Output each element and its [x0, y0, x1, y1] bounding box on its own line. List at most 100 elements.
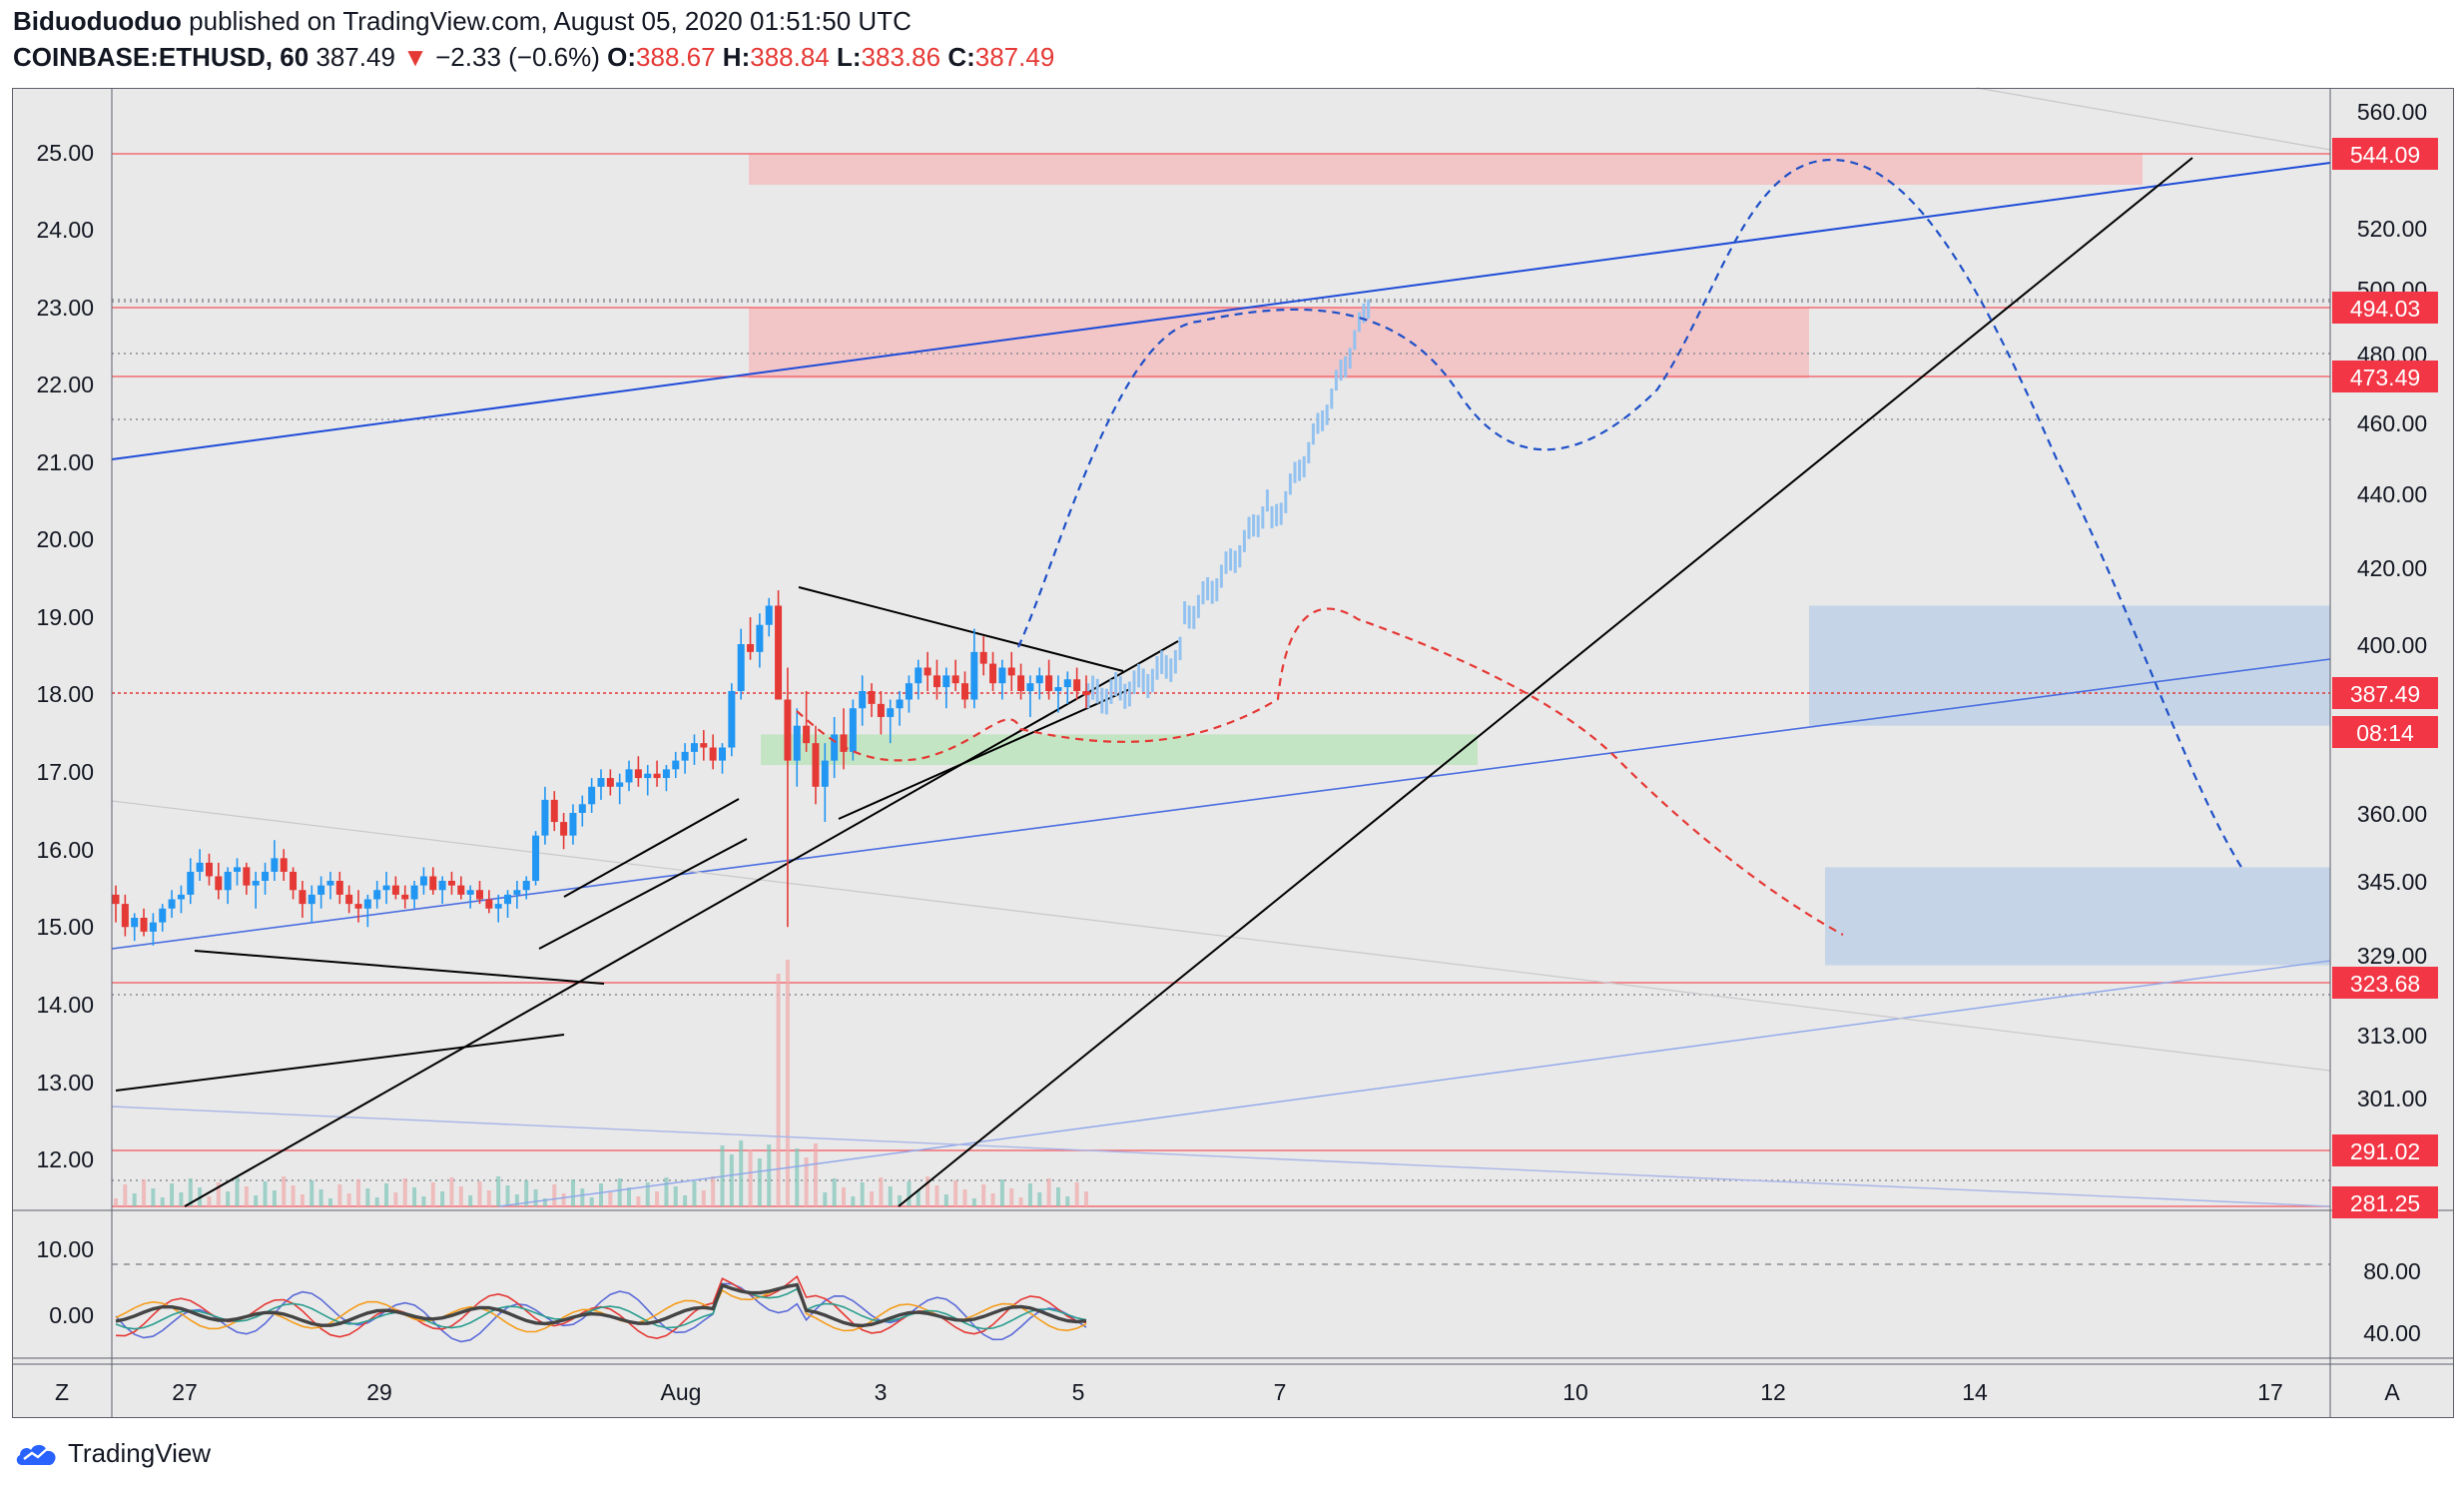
candle[interactable] [224, 871, 232, 891]
candle[interactable] [709, 747, 717, 761]
candle[interactable] [979, 651, 987, 664]
candle[interactable] [1063, 679, 1071, 688]
candle[interactable] [410, 885, 418, 900]
candle[interactable] [187, 871, 195, 895]
candle[interactable] [616, 782, 624, 787]
candle[interactable] [466, 890, 474, 895]
candle[interactable] [793, 725, 801, 761]
candle[interactable] [363, 899, 371, 909]
candle[interactable] [700, 743, 708, 748]
candle[interactable] [1054, 687, 1062, 692]
candle[interactable] [634, 769, 642, 779]
candle[interactable] [215, 876, 223, 891]
candle[interactable] [1017, 675, 1025, 692]
candle[interactable] [606, 778, 614, 787]
candle[interactable] [1026, 683, 1034, 692]
candle[interactable] [373, 890, 381, 900]
candle[interactable] [476, 890, 483, 900]
candle[interactable] [887, 708, 895, 717]
candle[interactable] [840, 734, 848, 752]
candle[interactable] [494, 904, 502, 909]
candle[interactable] [896, 699, 904, 709]
candle[interactable] [177, 894, 185, 900]
candle[interactable] [690, 743, 698, 752]
candle[interactable] [532, 835, 540, 881]
candle[interactable] [662, 769, 670, 779]
candle[interactable] [513, 890, 521, 895]
candle[interactable] [597, 778, 605, 787]
candle[interactable] [868, 691, 876, 704]
candle[interactable] [504, 894, 512, 905]
candle[interactable] [644, 773, 652, 779]
candle[interactable] [932, 675, 940, 688]
candle[interactable] [419, 876, 427, 886]
candle[interactable] [784, 699, 792, 761]
candle[interactable] [345, 894, 353, 905]
candle[interactable] [391, 885, 399, 895]
candle[interactable] [541, 799, 549, 836]
candle[interactable] [112, 894, 120, 905]
candle[interactable] [747, 644, 755, 652]
candle[interactable] [447, 881, 455, 886]
trend-line[interactable] [111, 658, 2331, 950]
candle[interactable] [588, 786, 596, 805]
candle[interactable] [560, 822, 568, 836]
candle[interactable] [961, 683, 968, 700]
author-name[interactable]: Biduoduoduo [13, 6, 182, 36]
candle[interactable] [429, 876, 437, 891]
trend-lines[interactable] [111, 87, 2331, 1207]
candle[interactable] [970, 651, 978, 700]
candle[interactable] [485, 899, 493, 909]
trend-line[interactable] [563, 798, 740, 898]
trend-line[interactable] [115, 1034, 565, 1092]
candle[interactable] [737, 644, 745, 692]
candle[interactable] [382, 885, 390, 891]
indicator-pane[interactable] [12, 1209, 2454, 1359]
candle[interactable] [998, 667, 1006, 684]
candle[interactable] [299, 890, 307, 905]
trend-line[interactable] [111, 800, 2331, 1072]
trend-line[interactable] [1976, 87, 2331, 151]
candle[interactable] [317, 885, 325, 895]
candle[interactable] [915, 667, 923, 684]
tradingview-logo[interactable]: TradingView [14, 1436, 211, 1470]
candle[interactable] [243, 867, 251, 886]
candle[interactable] [401, 894, 409, 900]
candle[interactable] [942, 675, 950, 688]
candle[interactable] [728, 691, 736, 748]
candle[interactable] [131, 918, 139, 928]
candle[interactable] [625, 769, 633, 783]
candle[interactable] [578, 804, 586, 813]
trend-line[interactable] [798, 586, 1124, 672]
candle[interactable] [756, 624, 764, 652]
candle[interactable] [550, 799, 558, 823]
candle[interactable] [653, 773, 661, 779]
candle[interactable] [1007, 667, 1015, 676]
candles[interactable] [112, 590, 1090, 946]
trend-line[interactable] [111, 162, 2331, 460]
candle[interactable] [849, 708, 857, 752]
candle[interactable] [335, 881, 343, 895]
candle[interactable] [831, 734, 839, 761]
candle[interactable] [803, 725, 811, 744]
candle[interactable] [457, 885, 465, 895]
candle[interactable] [308, 894, 315, 905]
candle[interactable] [775, 605, 783, 700]
candle[interactable] [877, 703, 885, 717]
candle[interactable] [271, 858, 279, 872]
candle[interactable] [326, 881, 334, 886]
trend-line[interactable] [498, 960, 2331, 1207]
candle[interactable] [121, 904, 129, 928]
candle[interactable] [1073, 679, 1081, 692]
trend-line[interactable] [898, 157, 2193, 1207]
candle[interactable] [569, 813, 577, 836]
candle[interactable] [989, 663, 997, 684]
candle[interactable] [765, 605, 773, 625]
candle[interactable] [234, 867, 241, 872]
trend-line[interactable] [184, 640, 1179, 1207]
candle[interactable] [681, 751, 689, 761]
candle[interactable] [821, 760, 829, 787]
candle[interactable] [812, 743, 820, 787]
candle[interactable] [149, 922, 157, 932]
candle[interactable] [951, 675, 959, 684]
